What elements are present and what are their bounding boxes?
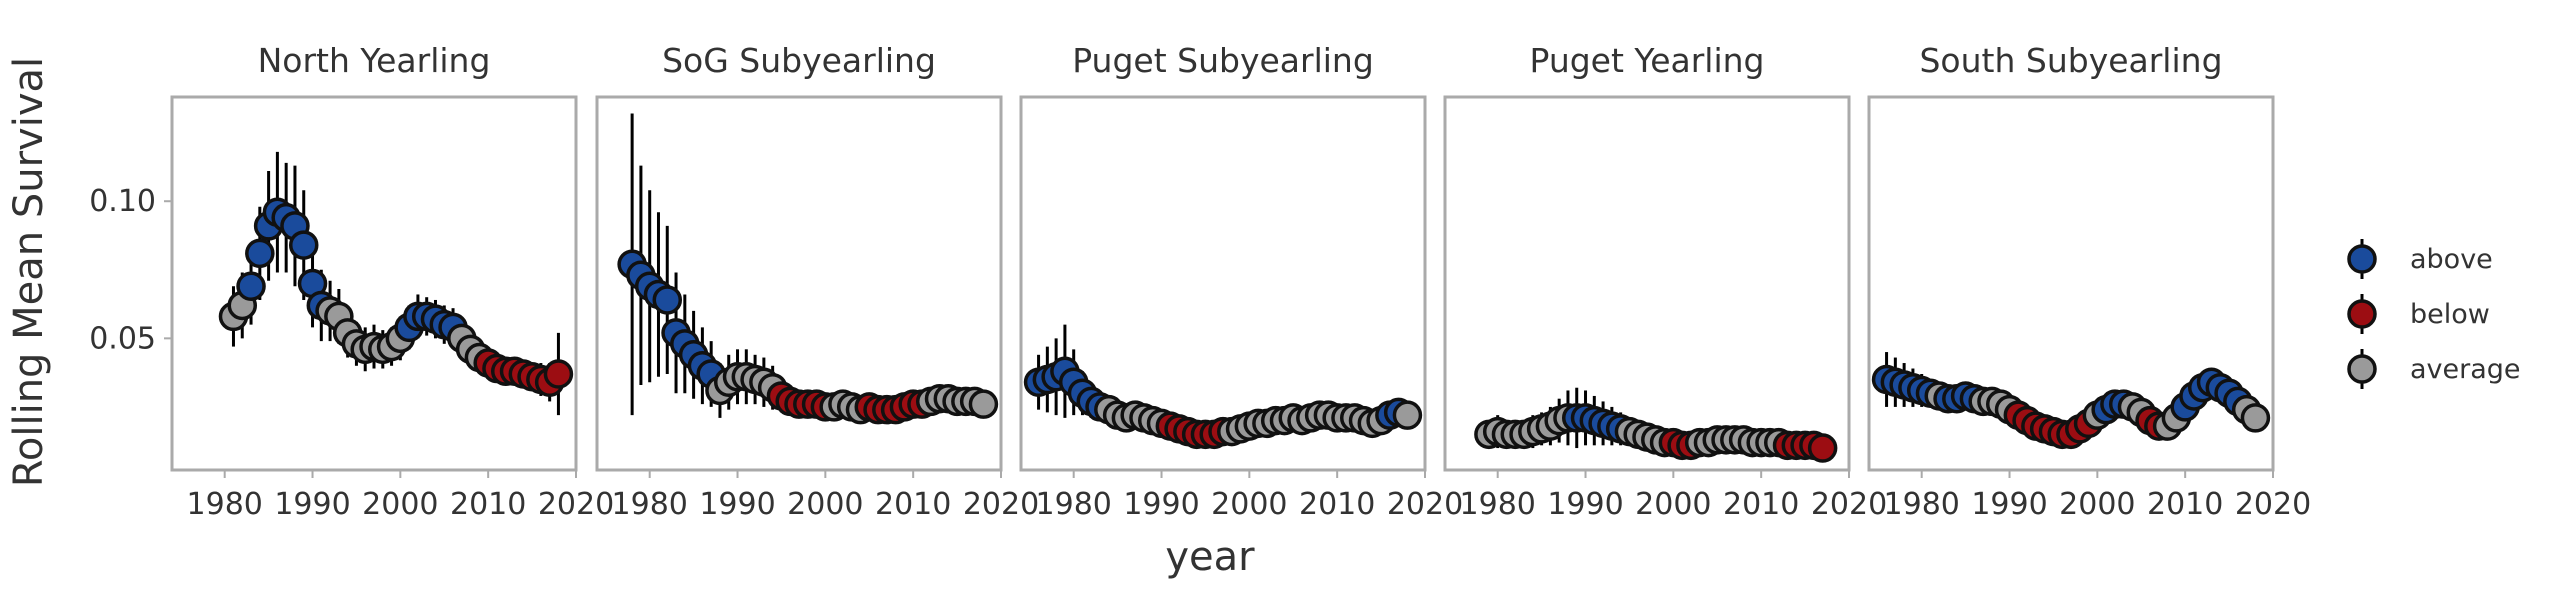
panel-title: South Subyearling [1919,41,2222,80]
panel-0: North Yearling 1980 1990 2000 2010 2020 0.05 0.… [89,41,614,522]
data-point-above [245,238,275,269]
x-tick-label: 2010 [875,487,951,522]
legend-item-below: below [2347,294,2490,334]
y-tick-label: 0.10 [89,184,156,219]
x-tick-label: 1990 [274,487,350,522]
legend-marker [2347,244,2377,274]
x-tick-label: 2000 [2059,487,2135,522]
legend-label: below [2410,299,2490,330]
x-axis-label: year [1165,534,1255,580]
legend-marker [2347,354,2377,384]
x-tick-label: 2020 [1811,487,1887,522]
panel-3: Puget Yearling 1980 1990 2000 2010 2020 [1443,41,1887,522]
x-tick-label: 2000 [1211,487,1287,522]
x-tick-label: 1980 [1884,487,1960,522]
legend-label: above [2410,244,2493,275]
x-tick-label: 1990 [1971,487,2047,522]
x-tick-label: 1990 [1547,487,1623,522]
y-axis-label: Rolling Mean Survival [6,57,52,487]
data-point-below [543,359,574,389]
x-tick-label: 2000 [787,487,863,522]
y-tick-label: 0.05 [89,321,156,356]
legend-label: average [2410,354,2521,385]
data-point-average [2240,403,2271,433]
x-tick-label: 1980 [612,487,688,522]
legend-item-average: average [2347,349,2521,389]
panel-title: SoG Subyearling [662,41,936,80]
panel-frame [595,95,1003,472]
data-point-average [1392,400,1423,430]
panel-frame [1019,95,1427,472]
x-tick-label: 2010 [1299,487,1375,522]
x-tick-label: 1980 [1036,487,1112,522]
x-tick-label: 2020 [538,487,614,522]
data-point-above [652,285,683,315]
x-tick-label: 1990 [699,487,775,522]
panel-frame [1867,95,2275,472]
x-tick-label: 2000 [362,487,438,522]
panel-4: South Subyearling 1980 1990 2000 2010 2020 [1867,41,2311,522]
panel-title: Puget Yearling [1530,41,1765,80]
panel-1: SoG Subyearling 1980 1990 2000 2010 2020 [595,41,1039,522]
legend-item-above: above [2347,239,2493,279]
panel-title: North Yearling [258,41,491,80]
x-tick-label: 2020 [963,487,1039,522]
panels: North Yearling 1980 1990 2000 2010 2020 0.05 0.… [89,41,2311,522]
panel-frame [1443,95,1851,472]
x-tick-label: 1980 [1460,487,1536,522]
x-tick-label: 1980 [187,487,263,522]
legend: above below average [2347,239,2521,389]
data-point-above [236,271,266,301]
x-tick-label: 2020 [1387,487,1463,522]
data-point-above [288,230,319,260]
data-point-average [968,389,999,419]
x-tick-label: 2020 [2235,487,2311,522]
x-tick-label: 2010 [2147,487,2223,522]
x-tick-label: 2010 [450,487,526,522]
panel-title: Puget Subyearling [1072,41,1374,80]
x-tick-label: 2010 [1723,487,1799,522]
panel-2: Puget Subyearling 1980 1990 2000 2010 2020 [1019,41,1463,522]
x-tick-label: 1990 [1123,487,1199,522]
panel-frame [170,95,578,472]
x-tick-label: 2000 [1635,487,1711,522]
legend-marker [2347,299,2377,329]
data-point-below [1807,433,1838,463]
